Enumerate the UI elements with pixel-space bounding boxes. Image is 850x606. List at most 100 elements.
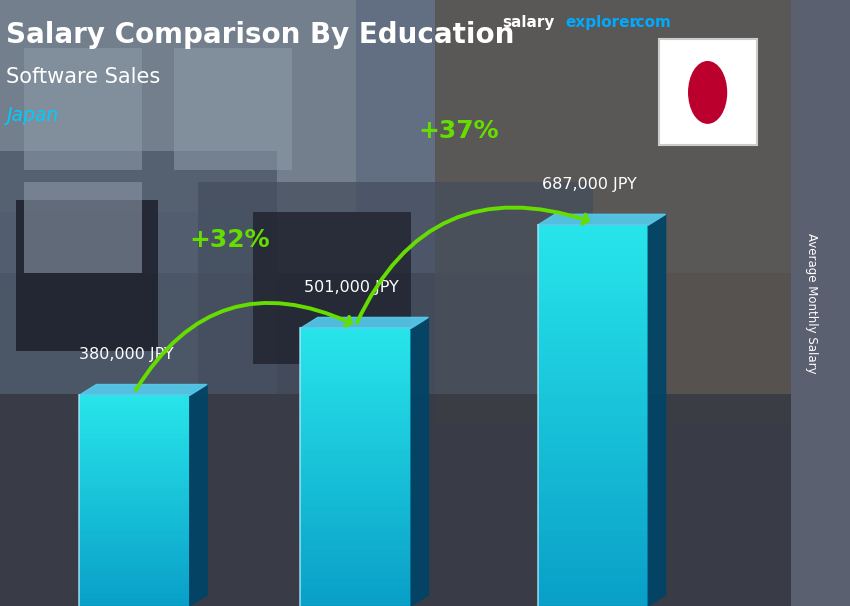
Bar (79, 571, 190, 576)
Bar (0, 0, 355, 212)
Bar (300, 510, 411, 517)
Bar (300, 399, 411, 406)
Bar (300, 388, 411, 395)
Bar (300, 571, 411, 578)
Bar (300, 377, 411, 384)
Bar (300, 466, 411, 473)
Bar (537, 559, 649, 568)
Bar (0, 152, 277, 394)
Bar (79, 495, 190, 501)
Bar (537, 407, 649, 416)
Bar (79, 525, 190, 530)
Text: 687,000 JPY: 687,000 JPY (541, 177, 637, 192)
Bar (537, 590, 649, 598)
Bar (300, 516, 411, 523)
Text: 380,000 JPY: 380,000 JPY (79, 347, 173, 362)
Bar (79, 579, 190, 585)
Bar (300, 422, 411, 428)
Bar (537, 308, 649, 316)
Polygon shape (190, 384, 207, 606)
Bar (300, 394, 411, 401)
Bar (24, 48, 142, 170)
Text: explorer: explorer (565, 15, 638, 30)
Bar (79, 546, 190, 551)
Bar (537, 460, 649, 469)
Bar (300, 561, 411, 567)
Bar (537, 224, 649, 233)
Bar (79, 482, 190, 488)
Bar (537, 422, 649, 431)
Bar (537, 582, 649, 591)
Text: 501,000 JPY: 501,000 JPY (304, 280, 400, 295)
Bar (537, 567, 649, 576)
Bar (79, 512, 190, 518)
Bar (537, 239, 649, 248)
Bar (79, 411, 190, 416)
Bar (79, 596, 190, 602)
Bar (537, 323, 649, 332)
Polygon shape (79, 384, 207, 395)
Bar (300, 416, 411, 423)
Bar (537, 551, 649, 561)
Text: +32%: +32% (189, 228, 269, 253)
Bar (300, 533, 411, 539)
Bar (537, 262, 649, 271)
Bar (300, 349, 411, 356)
Bar (79, 449, 190, 454)
Bar (300, 527, 411, 534)
Bar (537, 521, 649, 530)
Bar (537, 528, 649, 538)
Bar (0, 394, 790, 606)
Bar (537, 483, 649, 491)
Bar (537, 384, 649, 393)
Bar (79, 419, 190, 425)
Bar (79, 562, 190, 568)
Bar (537, 453, 649, 461)
Bar (79, 538, 190, 543)
Bar (79, 575, 190, 581)
Bar (537, 231, 649, 241)
Bar (300, 582, 411, 590)
Bar (435, 0, 790, 424)
Bar (537, 445, 649, 454)
Bar (300, 477, 411, 484)
Bar (300, 566, 411, 573)
Bar (537, 438, 649, 446)
Bar (537, 513, 649, 522)
Bar (300, 433, 411, 439)
Bar (300, 455, 411, 462)
Bar (537, 346, 649, 355)
Bar (537, 270, 649, 279)
Bar (0, 0, 790, 273)
Polygon shape (537, 215, 666, 225)
Bar (197, 182, 593, 394)
Bar (79, 428, 190, 433)
Bar (79, 432, 190, 438)
Bar (79, 554, 190, 560)
Polygon shape (300, 318, 428, 328)
Bar (79, 487, 190, 492)
Bar (300, 344, 411, 350)
Bar (300, 577, 411, 584)
Bar (300, 471, 411, 478)
Bar (79, 588, 190, 593)
Bar (79, 567, 190, 572)
Bar (79, 441, 190, 446)
Bar (300, 544, 411, 550)
Bar (537, 544, 649, 553)
Bar (537, 278, 649, 286)
Bar (537, 255, 649, 263)
Bar (537, 361, 649, 370)
Bar (537, 536, 649, 545)
Bar (79, 424, 190, 429)
Bar (174, 48, 292, 170)
Bar (79, 504, 190, 509)
Bar (300, 488, 411, 495)
Bar (300, 427, 411, 434)
Bar (79, 478, 190, 484)
Bar (79, 516, 190, 522)
Bar (300, 538, 411, 545)
Text: Average Monthly Salary: Average Monthly Salary (805, 233, 819, 373)
Bar (537, 293, 649, 301)
Bar (300, 327, 411, 334)
